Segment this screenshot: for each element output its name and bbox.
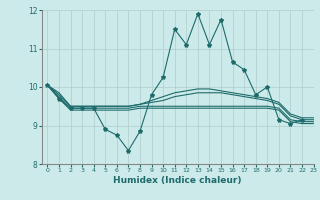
X-axis label: Humidex (Indice chaleur): Humidex (Indice chaleur): [113, 176, 242, 185]
